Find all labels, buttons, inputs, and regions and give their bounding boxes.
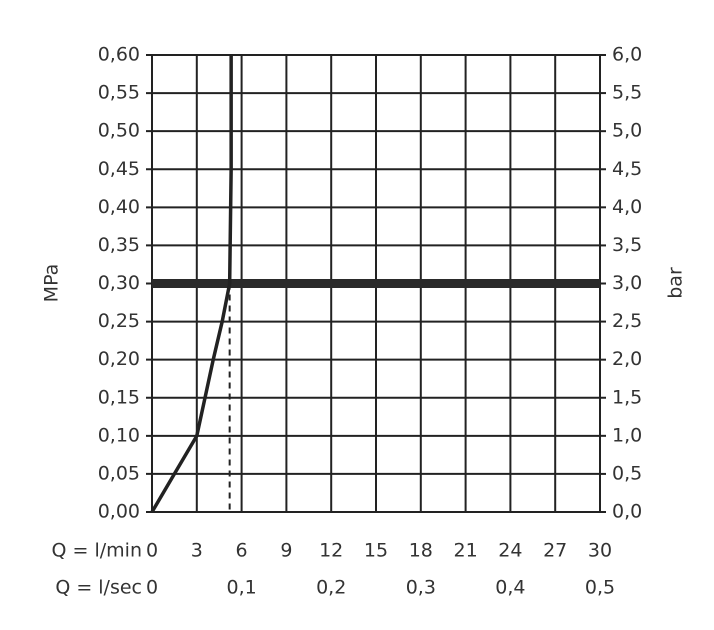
x2-tick-label: 0,3 [406, 577, 436, 599]
x2-tick-label: 0,5 [585, 577, 615, 599]
y-tick-label: 0,05 [98, 462, 140, 484]
y-tick-label: 0,10 [98, 424, 140, 446]
y-tick-label: 0,60 [98, 44, 140, 66]
y2-tick-label: 3,5 [612, 234, 642, 256]
x-tick-label: 27 [543, 540, 567, 562]
curve [150, 55, 233, 513]
x-tick-label: 21 [454, 540, 478, 562]
y2-tick-label: 1,5 [612, 386, 642, 408]
y2-tick-label: 2,0 [612, 348, 642, 370]
y-tick-label: 0,15 [98, 386, 140, 408]
y2-tick-label: 3,0 [612, 272, 642, 294]
x-tick-label: 9 [280, 540, 292, 562]
y2-tick-label: 6,0 [612, 44, 642, 66]
x2-tick-label: 0 [146, 577, 158, 599]
y-tick-label: 0,55 [98, 82, 140, 104]
y2-tick-label: 0,0 [612, 501, 642, 523]
y2-tick-label: 1,0 [612, 424, 642, 446]
y-tick-label: 0,25 [98, 310, 140, 332]
y2-axis-title: bar [665, 267, 687, 299]
y-tick-label: 0,20 [98, 348, 140, 370]
x-tick-label: 15 [364, 540, 388, 562]
y-tick-label: 0,30 [98, 272, 140, 294]
y-tick-label: 0,45 [98, 158, 140, 180]
y2-tick-label: 0,5 [612, 462, 642, 484]
x-tick-label: 18 [409, 540, 433, 562]
x2-tick-label: 0,2 [316, 577, 346, 599]
y-tick-label: 0,35 [98, 234, 140, 256]
y-tick-label: 0,00 [98, 501, 140, 523]
x-tick-label: 24 [498, 540, 522, 562]
y-axis-title: MPa [41, 264, 63, 303]
y2-tick-label: 2,5 [612, 310, 642, 332]
y-tick-label: 0,40 [98, 196, 140, 218]
x-tick-label: 0 [146, 540, 158, 562]
y2-tick-label: 5,0 [612, 120, 642, 142]
x-row-label: Q = l/min [52, 540, 142, 562]
y-tick-label: 0,50 [98, 120, 140, 142]
x-tick-label: 30 [588, 540, 612, 562]
x-tick-label: 6 [236, 540, 248, 562]
x2-row-label: Q = l/sec [55, 577, 142, 599]
y2-tick-label: 5,5 [612, 82, 642, 104]
x-tick-label: 3 [191, 540, 203, 562]
x2-tick-label: 0,4 [495, 577, 525, 599]
y2-tick-label: 4,5 [612, 158, 642, 180]
y2-tick-label: 4,0 [612, 196, 642, 218]
x-tick-label: 12 [319, 540, 343, 562]
x2-tick-label: 0,1 [226, 577, 256, 599]
